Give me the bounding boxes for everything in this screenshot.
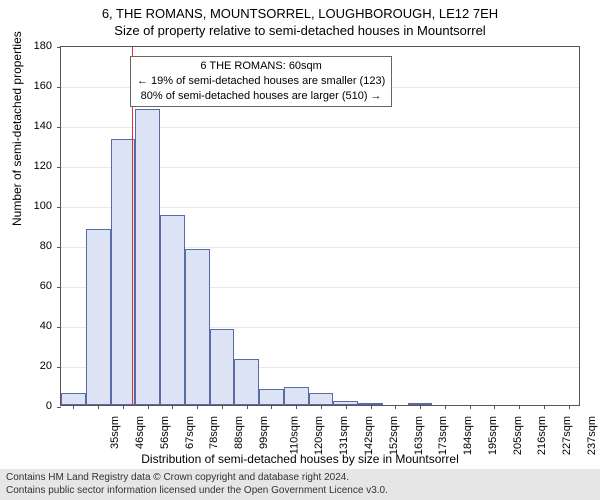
- y-tick-mark: [57, 407, 61, 408]
- x-tick-label: 237sqm: [586, 416, 598, 455]
- histogram-bar: [61, 393, 86, 405]
- x-tick-mark: [148, 405, 149, 409]
- y-tick-label: 100: [22, 200, 52, 212]
- histogram-bar: [309, 393, 334, 405]
- x-tick-label: 110sqm: [288, 416, 300, 454]
- x-tick-mark: [445, 405, 446, 409]
- x-tick-mark: [544, 405, 545, 409]
- chart-title-main: 6, THE ROMANS, MOUNTSORREL, LOUGHBOROUGH…: [0, 0, 600, 21]
- y-tick-mark: [57, 87, 61, 88]
- x-tick-mark: [222, 405, 223, 409]
- y-tick-mark: [57, 167, 61, 168]
- x-tick-label: 67sqm: [184, 416, 196, 449]
- histogram-bar: [259, 389, 284, 405]
- annotation-line2: ← 19% of semi-detached houses are smalle…: [137, 74, 385, 89]
- x-tick-mark: [371, 405, 372, 409]
- x-tick-mark: [296, 405, 297, 409]
- histogram-bar: [185, 249, 210, 405]
- x-tick-label: 227sqm: [561, 416, 573, 455]
- x-tick-mark: [420, 405, 421, 409]
- x-tick-label: 46sqm: [134, 416, 146, 449]
- y-tick-mark: [57, 127, 61, 128]
- histogram-bar: [135, 109, 160, 405]
- y-tick-label: 120: [22, 160, 52, 172]
- annotation-line1: 6 THE ROMANS: 60sqm: [137, 59, 385, 74]
- x-tick-label: 56sqm: [159, 416, 171, 449]
- y-tick-label: 160: [22, 80, 52, 92]
- y-tick-label: 0: [22, 400, 52, 412]
- y-tick-label: 20: [22, 360, 52, 372]
- x-tick-mark: [98, 405, 99, 409]
- annotation-line3: 80% of semi-detached houses are larger (…: [137, 89, 385, 104]
- x-tick-label: 163sqm: [413, 416, 425, 455]
- x-tick-mark: [73, 405, 74, 409]
- x-tick-label: 131sqm: [338, 416, 350, 455]
- x-tick-mark: [346, 405, 347, 409]
- histogram-bar: [86, 229, 111, 405]
- chart-title-sub: Size of property relative to semi-detach…: [0, 21, 600, 38]
- x-tick-mark: [321, 405, 322, 409]
- x-tick-mark: [197, 405, 198, 409]
- x-tick-label: 195sqm: [487, 416, 499, 455]
- x-tick-label: 99sqm: [258, 416, 270, 449]
- chart-area: 6 THE ROMANS: 60sqm ← 19% of semi-detach…: [60, 46, 580, 406]
- y-tick-mark: [57, 247, 61, 248]
- y-tick-mark: [57, 367, 61, 368]
- x-tick-mark: [569, 405, 570, 409]
- histogram-bar: [160, 215, 185, 405]
- x-tick-label: 35sqm: [109, 416, 121, 449]
- x-tick-mark: [271, 405, 272, 409]
- x-tick-label: 120sqm: [314, 416, 326, 455]
- y-tick-mark: [57, 287, 61, 288]
- x-tick-label: 78sqm: [208, 416, 220, 449]
- y-tick-label: 180: [22, 40, 52, 52]
- x-tick-mark: [123, 405, 124, 409]
- y-tick-label: 80: [22, 240, 52, 252]
- x-tick-mark: [519, 405, 520, 409]
- y-tick-mark: [57, 207, 61, 208]
- footer-line1: Contains HM Land Registry data © Crown c…: [6, 472, 594, 485]
- x-tick-mark: [395, 405, 396, 409]
- x-tick-label: 184sqm: [462, 416, 474, 455]
- histogram-bar: [210, 329, 235, 405]
- x-tick-mark: [494, 405, 495, 409]
- y-tick-label: 40: [22, 320, 52, 332]
- y-tick-mark: [57, 327, 61, 328]
- x-tick-mark: [247, 405, 248, 409]
- x-tick-label: 216sqm: [536, 416, 548, 455]
- y-tick-label: 140: [22, 120, 52, 132]
- y-tick-mark: [57, 47, 61, 48]
- x-tick-mark: [470, 405, 471, 409]
- x-tick-label: 152sqm: [388, 416, 400, 455]
- x-tick-label: 88sqm: [233, 416, 245, 449]
- y-tick-label: 60: [22, 280, 52, 292]
- footer: Contains HM Land Registry data © Crown c…: [0, 469, 600, 500]
- x-axis-label: Distribution of semi-detached houses by …: [0, 452, 600, 466]
- histogram-bar: [234, 359, 259, 405]
- annotation-box: 6 THE ROMANS: 60sqm ← 19% of semi-detach…: [130, 56, 392, 107]
- histogram-bar: [284, 387, 309, 405]
- x-tick-label: 173sqm: [437, 416, 449, 455]
- x-tick-label: 205sqm: [512, 416, 524, 455]
- x-tick-label: 142sqm: [363, 416, 375, 455]
- x-tick-mark: [172, 405, 173, 409]
- footer-line2: Contains public sector information licen…: [6, 485, 594, 498]
